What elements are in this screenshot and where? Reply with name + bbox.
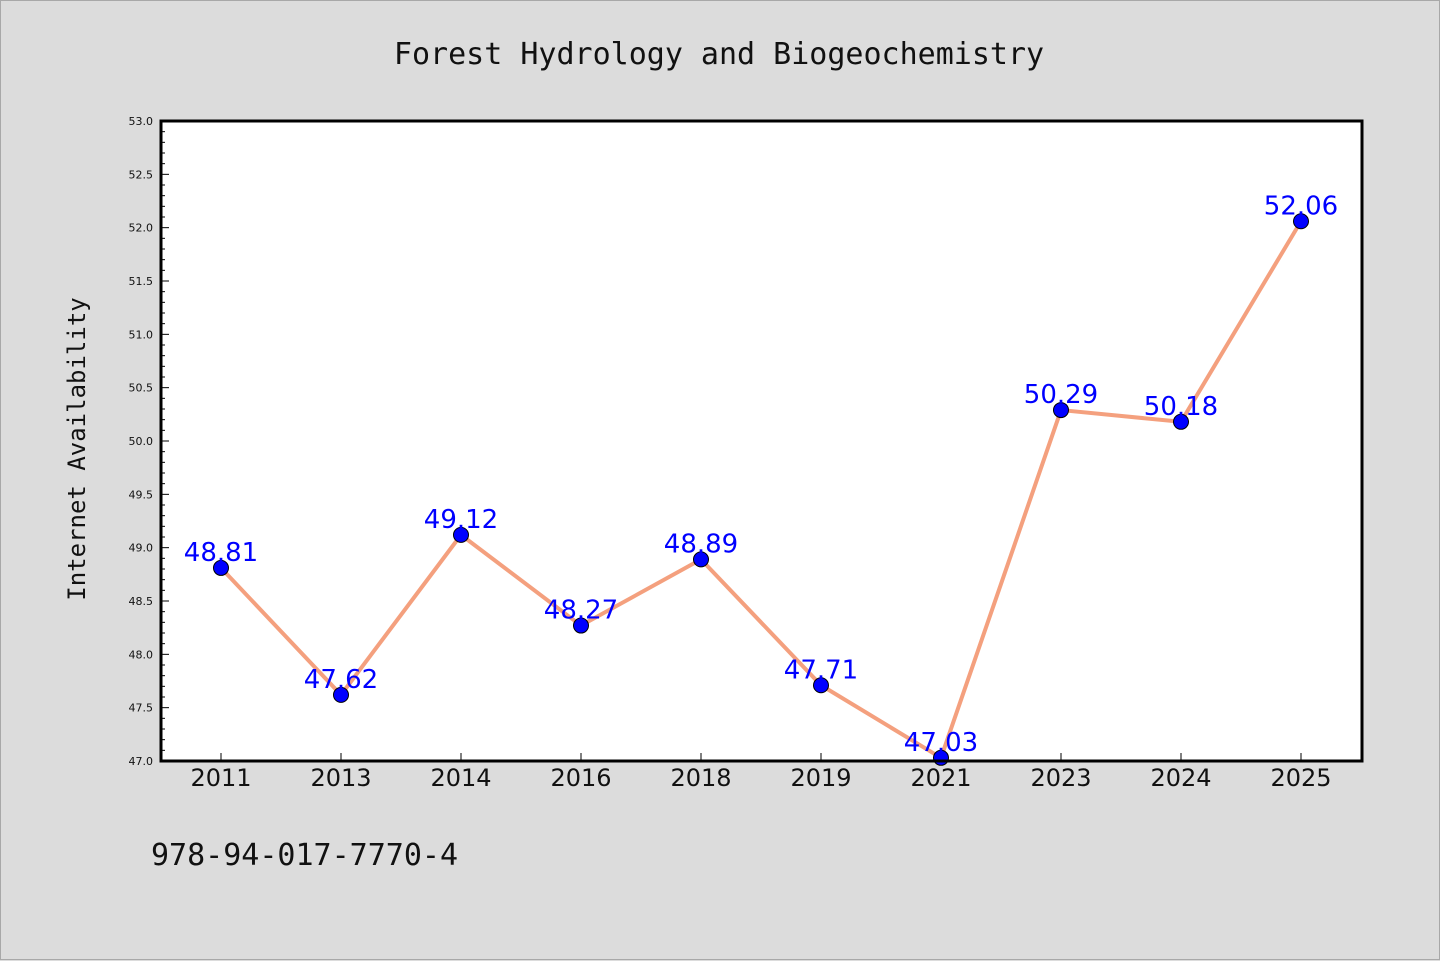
data-point — [1053, 402, 1069, 419]
y-tick-label: 48.5 — [129, 595, 154, 608]
y-tick-label: 47.0 — [129, 755, 154, 768]
y-tick-label: 47.5 — [129, 702, 154, 715]
y-tick-label: 52.5 — [129, 168, 154, 181]
y-tick-label: 50.0 — [129, 435, 154, 448]
data-label: 48.27 — [544, 596, 618, 626]
x-tick-label: 2025 — [1270, 764, 1331, 792]
data-label: 49.12 — [424, 505, 498, 535]
plot-area — [161, 121, 1362, 761]
data-point — [573, 617, 589, 634]
data-label: 52.06 — [1264, 191, 1338, 221]
data-label: 50.18 — [1144, 392, 1218, 422]
x-tick-label: 2011 — [190, 764, 251, 792]
data-label: 48.81 — [184, 538, 258, 568]
data-markers — [213, 213, 1309, 766]
x-tick-label: 2024 — [1150, 764, 1211, 792]
data-label: 48.89 — [664, 529, 738, 559]
series-line — [219, 220, 1303, 760]
chart-title: Forest Hydrology and Biogeochemistry — [394, 37, 1044, 72]
y-axis-label: Internet Availability — [63, 297, 91, 600]
x-tick-label: 2021 — [910, 764, 971, 792]
data-point — [693, 551, 709, 568]
y-tick-label: 53.0 — [129, 115, 154, 128]
data-label: 50.29 — [1024, 380, 1098, 410]
y-axis: 47.0 47.5 48.0 48.5 49.0 49.5 50.0 50.5 51.0 51.5… — [129, 115, 169, 768]
x-tick-label: 2014 — [430, 764, 491, 792]
data-point — [813, 677, 829, 694]
y-tick-label: 52.0 — [129, 222, 154, 235]
x-axis: 2011 2013 2014 2016 2018 2019 2021 2023 2024 2025 — [190, 753, 1332, 792]
x-tick-label: 2016 — [550, 764, 611, 792]
isbn-annotation: 978-94-017-7770-4 — [151, 838, 458, 873]
plot-border — [159, 119, 1364, 763]
y-tick-label: 51.0 — [129, 328, 154, 341]
data-point — [453, 526, 469, 543]
data-label: 47.71 — [784, 655, 858, 685]
x-tick-label: 2013 — [310, 764, 371, 792]
x-tick-label: 2019 — [790, 764, 851, 792]
x-tick-label: 2023 — [1030, 764, 1091, 792]
x-tick-label: 2018 — [670, 764, 731, 792]
data-point — [1173, 413, 1189, 430]
y-tick-label: 48.0 — [129, 648, 154, 661]
y-tick-label: 49.0 — [129, 542, 154, 555]
y-tick-label: 50.5 — [129, 382, 154, 395]
data-label: 47.03 — [904, 728, 978, 758]
data-point — [1293, 213, 1309, 230]
data-labels: 48.81 47.62 49.12 48.27 48.89 47.71 47.03 50.29… — [184, 191, 1338, 758]
data-point — [333, 686, 349, 703]
data-point — [213, 559, 229, 576]
y-tick-label: 51.5 — [129, 275, 154, 288]
y-tick-label: 49.5 — [129, 488, 154, 501]
data-label: 47.62 — [304, 665, 378, 695]
